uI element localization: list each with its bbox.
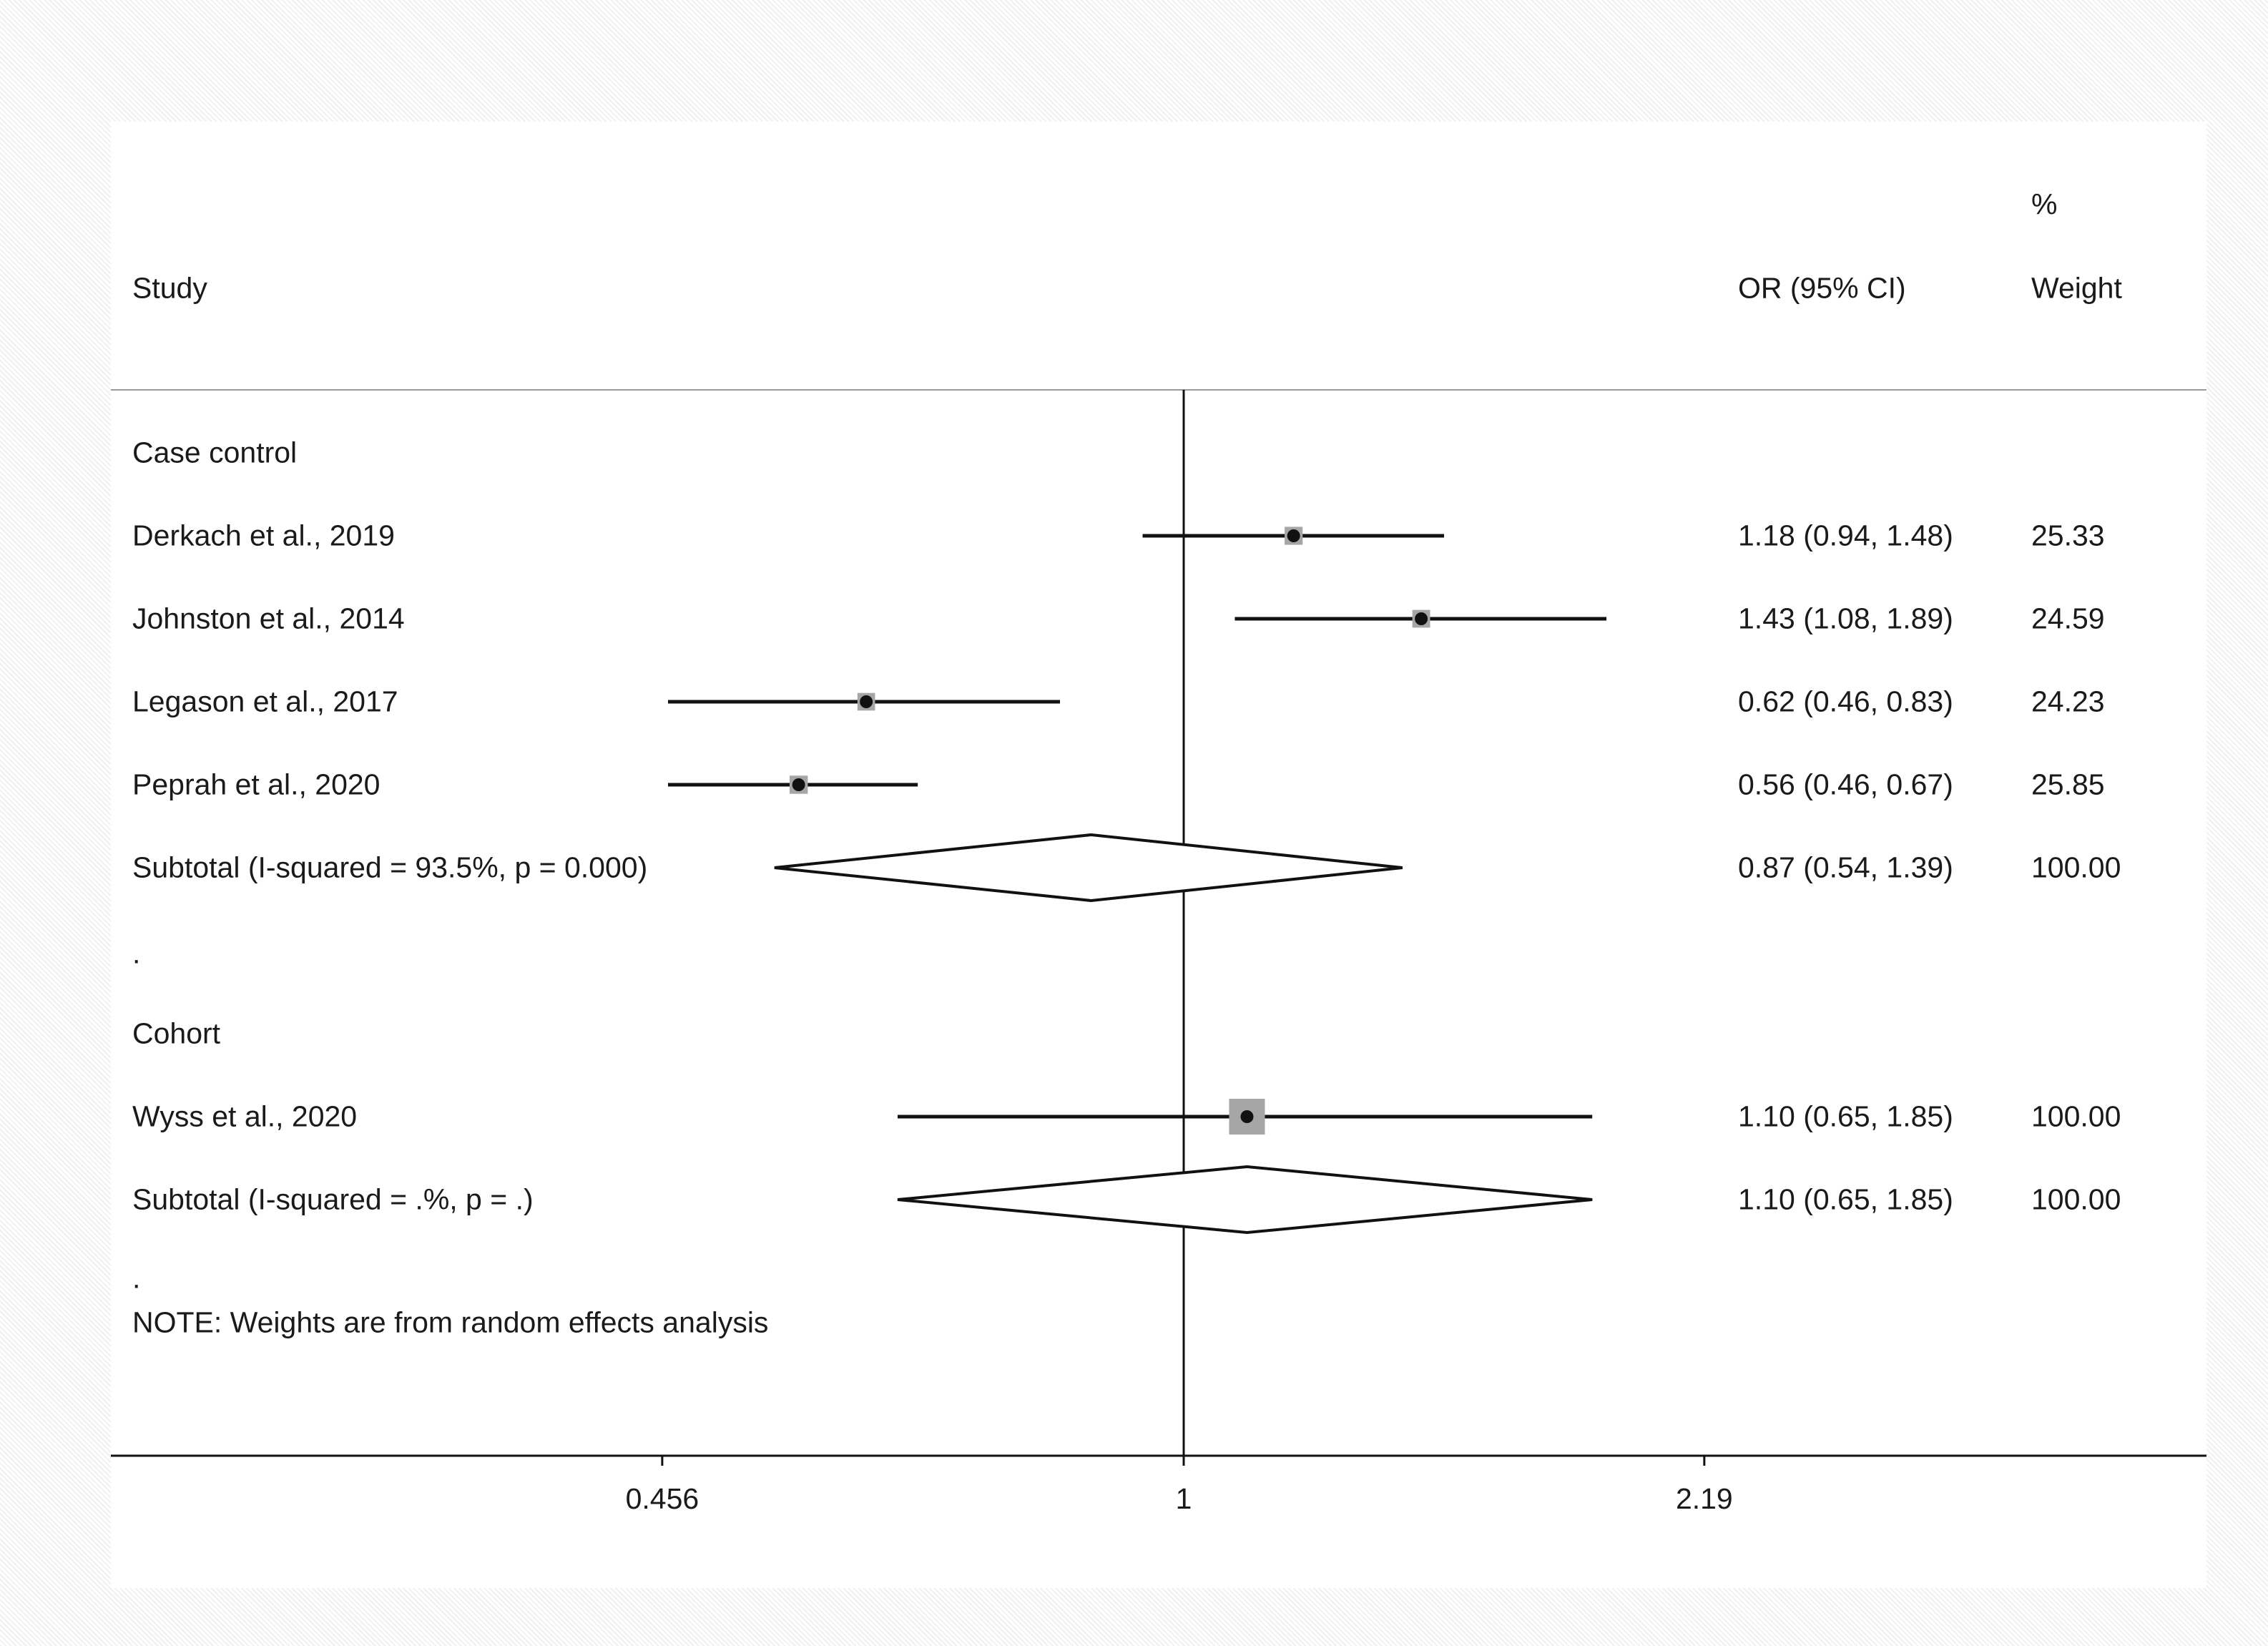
study-label: Legason et al., 2017 xyxy=(132,685,398,718)
or-ci-header: OR (95% CI) xyxy=(1738,271,1906,305)
pooled-diamond xyxy=(774,833,1403,903)
study-or-ci: 0.62 (0.46, 0.83) xyxy=(1738,685,1953,718)
group-label: Case control xyxy=(132,436,298,469)
subtotal-weight: 100.00 xyxy=(2031,1182,2121,1216)
study-weight: 100.00 xyxy=(2031,1099,2121,1133)
subtotal-label: Subtotal (I-squared = .%, p = .) xyxy=(132,1182,534,1216)
subtotal-or-ci: 0.87 (0.54, 1.39) xyxy=(1738,851,1953,884)
study-weight: 24.59 xyxy=(2031,602,2105,635)
forest-plot-svg xyxy=(111,389,2206,1466)
weight-header-percent: % xyxy=(2031,187,2058,221)
study-or-ci: 1.43 (1.08, 1.89) xyxy=(1738,602,1953,635)
study-or-ci: 1.18 (0.94, 1.48) xyxy=(1738,519,1953,552)
note-text: NOTE: Weights are from random effects an… xyxy=(132,1305,769,1339)
study-weight: 25.33 xyxy=(2031,519,2105,552)
point-estimate xyxy=(860,695,873,708)
group-label: Cohort xyxy=(132,1016,221,1050)
x-tick-label: 0.456 xyxy=(625,1482,699,1515)
subtotal-label: Subtotal (I-squared = 93.5%, p = 0.000) xyxy=(132,851,648,884)
plot-panel: % Study OR (95% CI) Weight 0.456 1 2.19 Case co… xyxy=(111,122,2206,1588)
point-estimate xyxy=(792,778,805,791)
subtotal-or-ci: 1.10 (0.65, 1.85) xyxy=(1738,1182,1953,1216)
x-tick-label: 1 xyxy=(1175,1482,1192,1515)
subtotal-weight: 100.00 xyxy=(2031,851,2121,884)
study-or-ci: 1.10 (0.65, 1.85) xyxy=(1738,1099,1953,1133)
pooled-diamond xyxy=(897,1165,1593,1235)
study-weight: 24.23 xyxy=(2031,685,2105,718)
study-weight: 25.85 xyxy=(2031,768,2105,801)
study-header: Study xyxy=(132,271,207,305)
weight-header: Weight xyxy=(2031,271,2122,305)
study-label: Peprah et al., 2020 xyxy=(132,768,381,801)
x-tick-label: 2.19 xyxy=(1675,1482,1733,1515)
study-or-ci: 0.56 (0.46, 0.67) xyxy=(1738,768,1953,801)
study-label: Johnston et al., 2014 xyxy=(132,602,405,635)
group-separator-dot: . xyxy=(132,936,141,970)
point-estimate xyxy=(1415,612,1428,625)
study-label: Derkach et al., 2019 xyxy=(132,519,395,552)
point-estimate xyxy=(1287,529,1300,542)
group-separator-dot: . xyxy=(132,1261,141,1295)
study-label: Wyss et al., 2020 xyxy=(132,1099,358,1133)
point-estimate xyxy=(1240,1110,1254,1123)
